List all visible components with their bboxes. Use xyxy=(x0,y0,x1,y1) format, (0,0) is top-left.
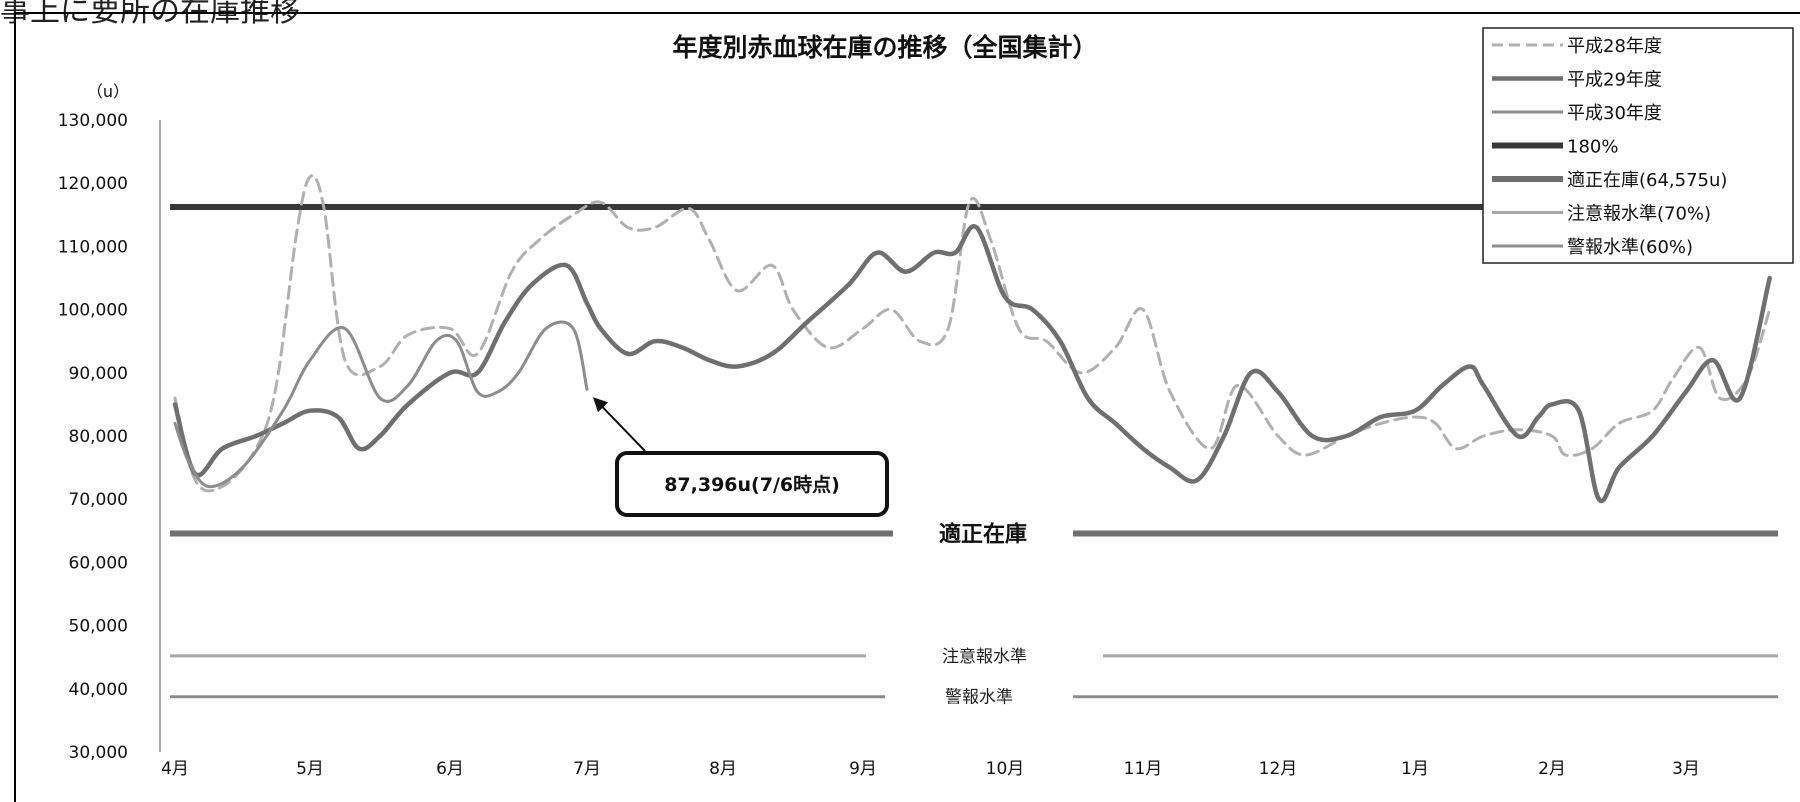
y-axis-ticks: 30,000 40,000 50,000 60,000 70,000 80,000 90,0… xyxy=(58,111,128,763)
legend-label: 平成30年度 xyxy=(1567,103,1662,124)
callout-text: 87,396u(7/6時点) xyxy=(664,474,840,496)
reference-line-label: 警報水準 xyxy=(945,688,1013,708)
series-lines xyxy=(172,174,1772,504)
x-tick-label: 6月 xyxy=(436,759,464,779)
legend-label: 平成28年度 xyxy=(1567,36,1662,57)
y-tick-label: 60,000 xyxy=(69,553,128,573)
chart-frame xyxy=(14,12,1800,802)
y-tick-label: 40,000 xyxy=(69,680,128,700)
x-tick-label: 4月 xyxy=(161,759,189,779)
x-tick-label: 5月 xyxy=(296,759,324,779)
x-tick-label: 7月 xyxy=(573,759,601,779)
y-tick-label: 50,000 xyxy=(69,617,128,637)
x-tick-label: 8月 xyxy=(709,759,737,779)
legend-label: 注意報水準(70%) xyxy=(1567,204,1711,225)
x-tick-label: 12月 xyxy=(1259,759,1298,779)
series-line-1 xyxy=(173,174,1772,493)
chart-title: 年度別赤血球在庫の推移（全国集計） xyxy=(672,33,1097,62)
legend-label: 適正在庫(64,575u) xyxy=(1567,170,1727,191)
callout-box xyxy=(615,451,889,517)
callout-annotation: 87,396u(7/6時点) xyxy=(593,397,889,517)
x-tick-label: 11月 xyxy=(1124,759,1163,779)
y-tick-label: 120,000 xyxy=(58,174,128,194)
y-axis-unit-label: （u） xyxy=(87,82,129,101)
reference-line-label: 適正在庫 xyxy=(939,521,1027,547)
legend-label: 平成29年度 xyxy=(1567,70,1662,91)
callout-arrow-line xyxy=(596,400,646,452)
x-axis-ticks: 4月 5月 6月 7月 8月 9月 10月 11月 12月 1月 2月 3月 xyxy=(161,759,1700,779)
series-line-3 xyxy=(173,320,589,489)
y-tick-label: 30,000 xyxy=(69,743,128,763)
y-tick-label: 100,000 xyxy=(58,301,128,321)
x-tick-label: 2月 xyxy=(1538,759,1566,779)
x-tick-label: 10月 xyxy=(986,759,1025,779)
reference-line-label: 注意報水準 xyxy=(942,647,1027,667)
y-tick-label: 90,000 xyxy=(69,364,128,384)
y-tick-label: 70,000 xyxy=(69,490,128,510)
y-tick-label: 110,000 xyxy=(58,237,128,257)
legend-label: 180% xyxy=(1567,137,1618,158)
legend-box xyxy=(1482,27,1794,264)
x-tick-label: 3月 xyxy=(1672,759,1700,779)
y-tick-label: 130,000 xyxy=(58,111,128,131)
x-tick-label: 9月 xyxy=(849,759,877,779)
series-line-2 xyxy=(172,223,1772,504)
page-header-text: 事上に要所の在庫推移 xyxy=(0,0,300,29)
callout-arrow-head xyxy=(593,397,608,413)
legend-label: 警報水準(60%) xyxy=(1567,237,1693,258)
x-tick-label: 1月 xyxy=(1401,759,1429,779)
y-tick-label: 80,000 xyxy=(69,427,128,447)
